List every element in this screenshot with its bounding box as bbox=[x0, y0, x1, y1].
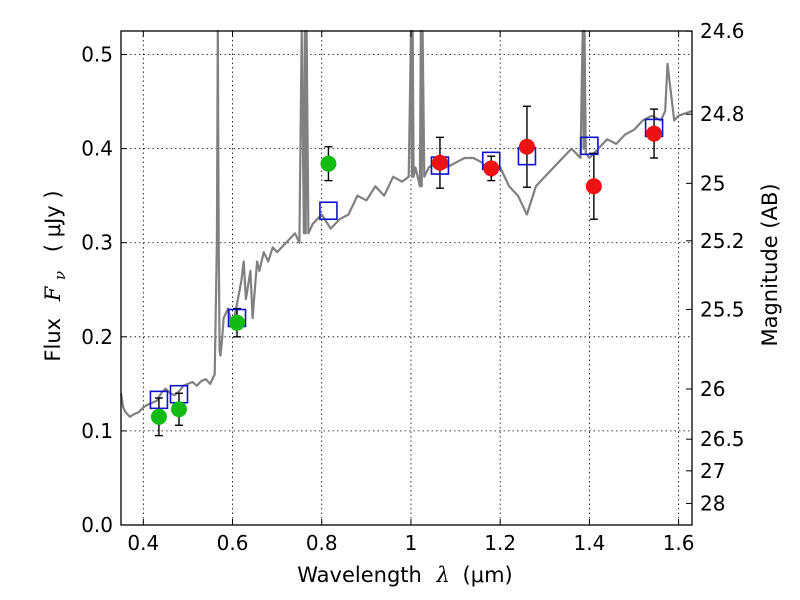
y-tick-label: 0.2 bbox=[81, 325, 113, 349]
y2-tick-label: 26.5 bbox=[700, 427, 745, 451]
x-tick-label: 1.4 bbox=[573, 531, 605, 555]
green-flux-point bbox=[320, 155, 337, 172]
model-flux-square bbox=[319, 201, 338, 221]
x-tick-label: 1.2 bbox=[484, 531, 516, 555]
x-tick-label: 0.8 bbox=[306, 531, 338, 555]
template-spectrum-line bbox=[119, 29, 693, 418]
red-flux-point bbox=[518, 138, 535, 155]
x-tick-label: 1.6 bbox=[663, 531, 695, 555]
x-tick-labels: 0.4 0.6 0.8 1 1.2 1.4 1.6 bbox=[127, 531, 694, 555]
x-tick-label: 0.6 bbox=[217, 531, 249, 555]
y2-tick-labels: 24.6 24.8 25 25.2 25.5 26 26.5 27 28 bbox=[700, 19, 745, 515]
y-tick-label: 0.3 bbox=[81, 231, 113, 255]
errorbar-layer bbox=[154, 105, 659, 437]
y2-tick-label: 27 bbox=[700, 459, 725, 483]
photometry-point-layer bbox=[150, 125, 663, 425]
x-axis-label-units: (μm) bbox=[463, 563, 513, 587]
y2-tick-label: 24.6 bbox=[700, 19, 745, 43]
red-flux-point bbox=[585, 178, 602, 195]
x-axis-label-symbol: λ bbox=[436, 563, 450, 587]
x-axis-label: Wavelength λ (μm) bbox=[297, 563, 512, 587]
model-flux-square bbox=[149, 390, 169, 410]
model-flux-square bbox=[580, 136, 599, 156]
x-tick-label: 1 bbox=[405, 531, 418, 555]
green-flux-point bbox=[228, 314, 245, 331]
y-axis-label-subscript: ν bbox=[51, 271, 69, 280]
y-axis-label: Flux F ν ( μJy ) bbox=[41, 190, 70, 361]
y2-tick-label: 25.2 bbox=[700, 229, 745, 253]
y2-tick-label: 24.8 bbox=[700, 102, 745, 126]
y2-tick-label: 25 bbox=[700, 171, 725, 195]
model-square-layer bbox=[149, 118, 664, 410]
y2-tick-label: 25.5 bbox=[700, 297, 745, 321]
plot-frame bbox=[120, 30, 693, 526]
y2-tick-label: 28 bbox=[700, 491, 725, 515]
red-flux-point bbox=[431, 154, 448, 171]
red-flux-point bbox=[483, 160, 500, 177]
tick-marks bbox=[121, 30, 692, 526]
red-flux-point bbox=[646, 125, 663, 142]
y-tick-label: 0.5 bbox=[81, 43, 113, 67]
green-flux-point bbox=[150, 408, 167, 425]
y-tick-labels: 0.0 0.1 0.2 0.3 0.4 0.5 bbox=[81, 43, 113, 537]
template-spectrum-layer bbox=[119, 29, 693, 418]
y-axis-label-symbol: F bbox=[41, 285, 65, 302]
y2-axis-label: Magnitude (AB) bbox=[758, 183, 782, 346]
x-tick-label: 0.4 bbox=[127, 531, 159, 555]
y-axis-label-units: ( μJy ) bbox=[41, 190, 65, 252]
y-tick-label: 0.4 bbox=[81, 137, 113, 161]
y-axis-label-prefix: Flux bbox=[41, 318, 65, 362]
y-tick-label: 0.1 bbox=[81, 419, 113, 443]
grid-lines bbox=[121, 31, 692, 526]
y-tick-label: 0.0 bbox=[81, 513, 113, 537]
green-flux-point bbox=[170, 401, 187, 418]
x-axis-label-prefix: Wavelength bbox=[297, 563, 422, 587]
y2-tick-label: 26 bbox=[700, 377, 725, 401]
